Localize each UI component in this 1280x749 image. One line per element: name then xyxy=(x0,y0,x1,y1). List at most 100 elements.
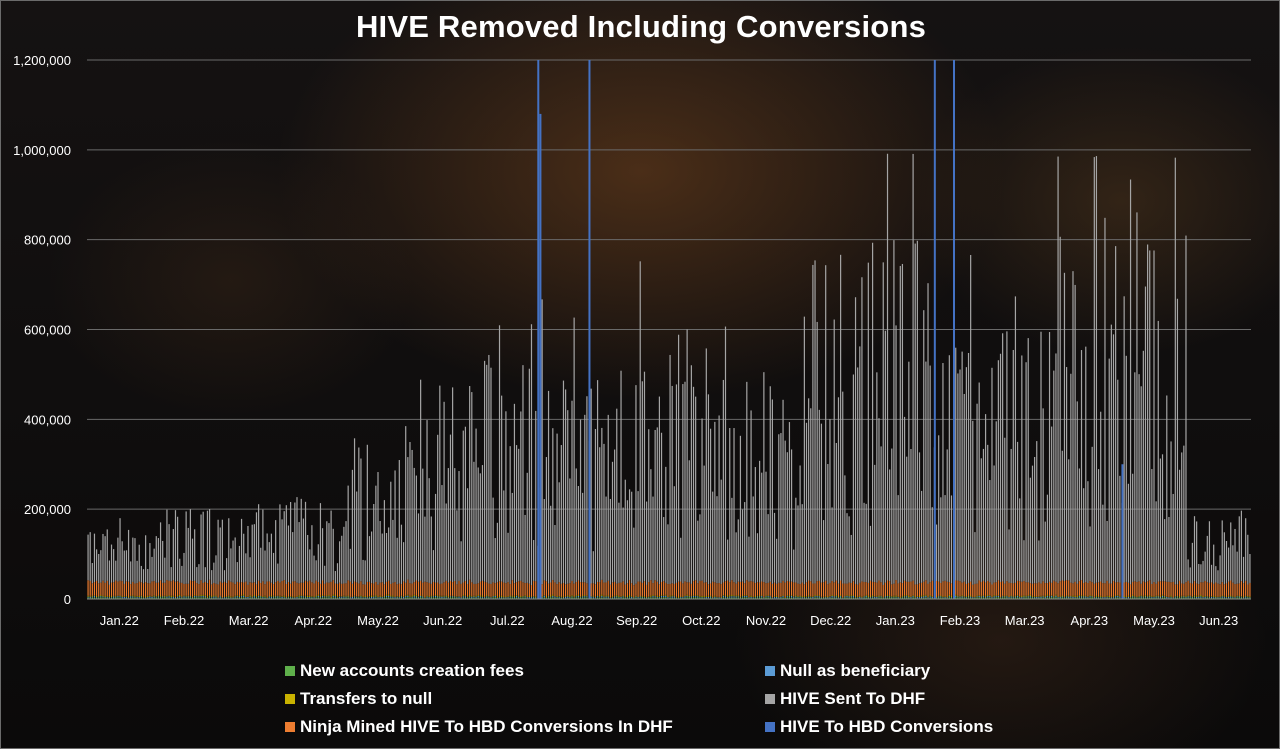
bar-segment xyxy=(296,597,298,599)
bar-segment xyxy=(633,585,635,597)
bar-segment xyxy=(541,596,543,598)
bar-segment xyxy=(699,597,701,599)
bar-segment xyxy=(287,582,290,597)
bar-segment xyxy=(874,464,876,583)
bar-segment xyxy=(1155,501,1157,584)
bar-segment xyxy=(784,596,786,598)
bar-segment xyxy=(1119,475,1121,583)
bar-segment xyxy=(1228,581,1230,596)
bar-segment xyxy=(245,553,247,582)
bar-segment xyxy=(518,597,520,599)
bar-segment xyxy=(897,495,899,584)
bar-segment xyxy=(1095,597,1098,599)
bar-segment xyxy=(483,581,486,597)
y-tick-label: 800,000 xyxy=(24,233,71,248)
bar-segment xyxy=(724,597,727,599)
bar-segment xyxy=(893,240,895,584)
bar-segment xyxy=(469,596,471,598)
bar-segment xyxy=(786,595,788,597)
bar-segment xyxy=(967,597,970,599)
bar-segment xyxy=(249,596,251,598)
bar-segment xyxy=(1232,595,1234,597)
bar-segment xyxy=(759,582,761,596)
bar-segment xyxy=(688,596,690,598)
bar-segment xyxy=(614,449,616,582)
bar-segment xyxy=(483,597,486,599)
bar-segment xyxy=(729,597,731,599)
bar-segment xyxy=(326,596,328,598)
bar-segment xyxy=(134,597,136,599)
bar-segment xyxy=(840,580,842,596)
bar-segment xyxy=(255,595,258,597)
bar-segment xyxy=(526,597,528,599)
bar-segment xyxy=(616,596,618,598)
bar-segment xyxy=(422,468,424,583)
bar-segment xyxy=(607,596,609,598)
bar-segment xyxy=(1176,597,1179,599)
bar-segment xyxy=(810,596,812,597)
bar-segment xyxy=(317,594,319,596)
bar-segment xyxy=(426,420,428,583)
bar-segment xyxy=(773,596,776,598)
bar-segment xyxy=(1078,595,1080,597)
bar-segment xyxy=(603,597,605,599)
bar-segment xyxy=(123,583,125,597)
bar-segment xyxy=(788,595,791,597)
bar-segment xyxy=(795,582,797,596)
bar-segment xyxy=(262,597,264,599)
bar-segment xyxy=(1104,583,1106,597)
bar-segment xyxy=(759,595,761,597)
bar-segment xyxy=(151,556,153,582)
bar-segment xyxy=(984,597,987,599)
bar-segment xyxy=(565,389,567,585)
bar-segment xyxy=(810,596,812,598)
bar-segment xyxy=(1174,157,1176,585)
bar-segment xyxy=(119,596,121,598)
bar-segment xyxy=(727,580,729,596)
bar-segment xyxy=(258,597,260,599)
bar-segment xyxy=(341,535,343,584)
bar-segment xyxy=(709,583,712,596)
bar-segment xyxy=(364,597,366,598)
bar-segment xyxy=(978,580,980,596)
bar-segment xyxy=(353,438,356,582)
bar-segment xyxy=(464,426,467,582)
bar-segment xyxy=(473,596,475,598)
bar-segment xyxy=(976,596,978,598)
bar-segment xyxy=(1004,437,1006,584)
bar-segment xyxy=(671,583,673,596)
bar-segment xyxy=(697,595,699,597)
bar-segment xyxy=(1136,596,1138,598)
bar-segment xyxy=(997,597,999,599)
bar-segment xyxy=(277,597,279,599)
bar-segment xyxy=(132,596,134,598)
bar-segment xyxy=(1012,596,1014,598)
bar-segment xyxy=(422,597,424,599)
bar-segment xyxy=(660,597,663,599)
x-tick-label: Mar.23 xyxy=(1005,613,1045,628)
bar-segment xyxy=(356,582,358,597)
bar-segment xyxy=(1127,483,1130,583)
bar-segment xyxy=(950,495,953,584)
bar-segment xyxy=(554,596,556,598)
bar-segment xyxy=(599,597,601,598)
bar-segment xyxy=(452,597,454,599)
bar-segment xyxy=(189,509,191,581)
bar-segment xyxy=(475,596,477,598)
bar-segment xyxy=(1238,597,1240,599)
bar-segment xyxy=(729,596,731,598)
bar-segment xyxy=(140,565,142,583)
x-tick-label: Nov.22 xyxy=(746,613,786,628)
bar-segment xyxy=(1038,596,1040,598)
bar-segment xyxy=(1185,595,1187,597)
bar-segment xyxy=(1236,595,1238,597)
bar-segment xyxy=(145,596,147,598)
bar-segment xyxy=(394,597,396,599)
bar-segment xyxy=(921,490,923,583)
y-tick-label: 200,000 xyxy=(24,502,71,517)
x-tick-label: Feb.22 xyxy=(164,613,204,628)
bar-segment xyxy=(1053,580,1055,597)
bar-segment xyxy=(217,597,219,599)
bar-segment xyxy=(673,596,675,598)
